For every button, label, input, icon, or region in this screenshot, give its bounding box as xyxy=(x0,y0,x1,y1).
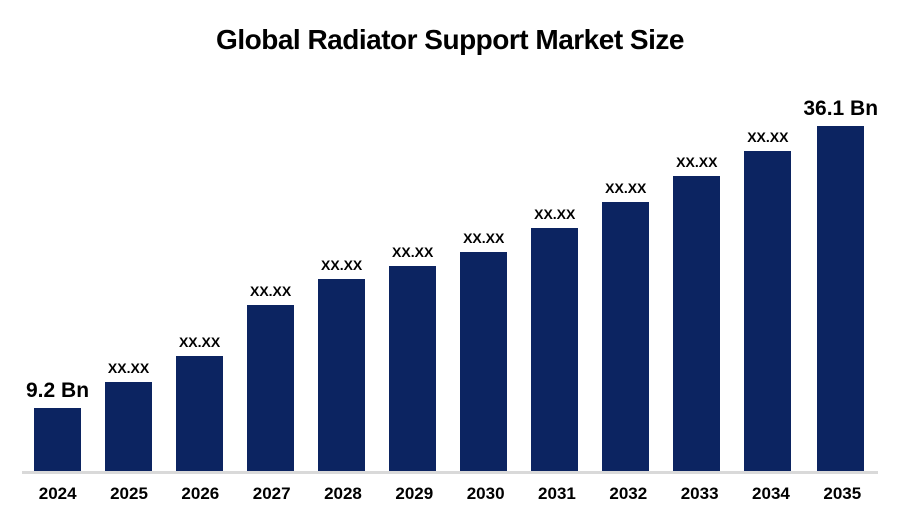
chart-title: Global Radiator Support Market Size xyxy=(216,24,684,55)
x-axis-label: 2034 xyxy=(752,484,790,503)
bar-column: XX.XX xyxy=(235,283,306,471)
x-axis-label: 2027 xyxy=(252,484,291,503)
x-axis-labels: 2024 2025 2026 2027 2028 2029 2030 2031 2032 2033… xyxy=(22,484,878,504)
bar-value-label: 9.2 Bn xyxy=(26,379,90,402)
x-axis-label: 2032 xyxy=(609,484,648,503)
bar-value-label: XX.XX xyxy=(321,257,363,273)
x-axis-label: 2025 xyxy=(110,484,148,503)
bar-value-label: XX.XX xyxy=(676,154,718,170)
x-axis-label: 2031 xyxy=(538,484,576,503)
bar xyxy=(673,176,721,471)
bar-value-label: XX.XX xyxy=(249,283,292,299)
bar-column: 36.1 Bn xyxy=(803,97,878,471)
x-axis-label: 2035 xyxy=(823,484,862,503)
x-axis-label: 2033 xyxy=(680,484,719,503)
bar-value-label: XX.XX xyxy=(107,360,150,376)
x-axis-label: 2024 xyxy=(38,484,77,503)
bar-value-label: XX.XX xyxy=(605,180,647,196)
bar-column: XX.XX xyxy=(448,230,519,471)
x-axis-label: 2026 xyxy=(181,484,220,503)
bar-column: XX.XX xyxy=(377,244,448,471)
bar xyxy=(34,408,82,471)
bar-value-label: XX.XX xyxy=(534,206,576,222)
bar-value-label: XX.XX xyxy=(392,244,434,260)
bar-column: XX.XX xyxy=(306,257,377,471)
bar xyxy=(105,382,153,471)
bar-column: XX.XX xyxy=(590,180,661,471)
bar-column: 9.2 Bn xyxy=(22,379,93,471)
bar xyxy=(817,126,865,471)
bar-column: XX.XX xyxy=(732,129,803,471)
bar-column: XX.XX xyxy=(661,154,732,471)
bar xyxy=(389,266,437,471)
bar-value-label: 36.1 Bn xyxy=(803,97,879,120)
bar-column: XX.XX xyxy=(93,360,164,471)
bar xyxy=(602,202,650,471)
plot-area: 9.2 Bn XX.XX XX.XX XX.XX XX.XX XX.XX XX.XX XX.X… xyxy=(22,97,878,471)
x-axis-label: 2028 xyxy=(324,484,362,503)
x-axis-line xyxy=(22,471,878,474)
bar-value-label: XX.XX xyxy=(178,334,221,350)
bar xyxy=(247,305,295,471)
bar xyxy=(744,151,792,471)
x-axis-label: 2029 xyxy=(395,484,434,503)
bar xyxy=(318,279,366,471)
x-axis-label: 2030 xyxy=(466,484,505,503)
bar xyxy=(531,228,579,471)
bar-column: XX.XX xyxy=(519,206,590,471)
bar xyxy=(176,356,224,471)
bar-value-label: XX.XX xyxy=(747,129,789,145)
bar xyxy=(460,252,508,471)
bar-column: XX.XX xyxy=(164,334,235,471)
bar-value-label: XX.XX xyxy=(463,230,505,246)
